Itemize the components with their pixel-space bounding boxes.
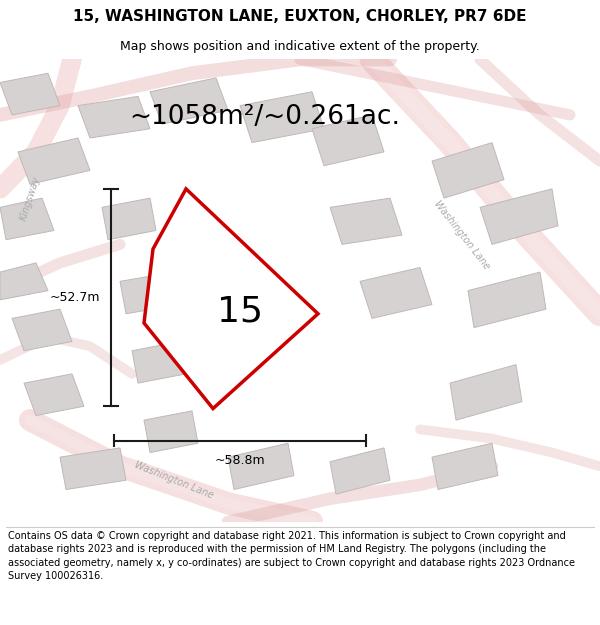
Text: 15, WASHINGTON LANE, EUXTON, CHORLEY, PR7 6DE: 15, WASHINGTON LANE, EUXTON, CHORLEY, PR… xyxy=(73,9,527,24)
Text: Kingsway: Kingsway xyxy=(18,174,42,222)
Polygon shape xyxy=(102,198,156,240)
Polygon shape xyxy=(432,443,498,489)
Polygon shape xyxy=(432,142,504,198)
Polygon shape xyxy=(330,198,402,244)
Polygon shape xyxy=(150,78,228,124)
Polygon shape xyxy=(330,448,390,494)
Text: 15: 15 xyxy=(217,294,263,329)
Polygon shape xyxy=(78,96,150,138)
Polygon shape xyxy=(0,73,60,115)
Text: ~58.8m: ~58.8m xyxy=(215,454,265,467)
Text: ~52.7m: ~52.7m xyxy=(50,291,100,304)
Polygon shape xyxy=(450,364,522,420)
Text: Map shows position and indicative extent of the property.: Map shows position and indicative extent… xyxy=(120,40,480,52)
Polygon shape xyxy=(0,198,54,240)
Polygon shape xyxy=(60,448,126,489)
Polygon shape xyxy=(144,411,198,452)
Polygon shape xyxy=(12,309,72,351)
Text: Washington Lane: Washington Lane xyxy=(432,199,492,271)
Polygon shape xyxy=(0,263,48,300)
Text: Contains OS data © Crown copyright and database right 2021. This information is : Contains OS data © Crown copyright and d… xyxy=(8,531,575,581)
Polygon shape xyxy=(312,115,384,166)
Polygon shape xyxy=(144,189,318,409)
Polygon shape xyxy=(120,272,180,314)
Polygon shape xyxy=(240,92,324,142)
Polygon shape xyxy=(18,138,90,184)
Polygon shape xyxy=(132,341,186,383)
Polygon shape xyxy=(24,374,84,416)
Text: ~1058m²/~0.261ac.: ~1058m²/~0.261ac. xyxy=(129,104,400,130)
Polygon shape xyxy=(480,189,558,244)
Text: Washington Lane: Washington Lane xyxy=(133,460,215,501)
Polygon shape xyxy=(360,268,432,318)
Polygon shape xyxy=(228,443,294,489)
Polygon shape xyxy=(468,272,546,328)
